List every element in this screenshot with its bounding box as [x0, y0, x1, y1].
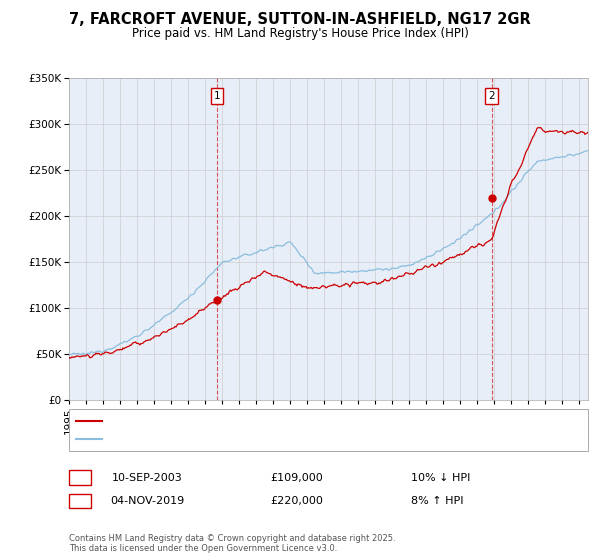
- Text: 7, FARCROFT AVENUE, SUTTON-IN-ASHFIELD, NG17 2GR (detached house): 7, FARCROFT AVENUE, SUTTON-IN-ASHFIELD, …: [106, 416, 491, 426]
- Text: 2: 2: [488, 91, 495, 101]
- Text: Price paid vs. HM Land Registry's House Price Index (HPI): Price paid vs. HM Land Registry's House …: [131, 27, 469, 40]
- Text: 10-SEP-2003: 10-SEP-2003: [112, 473, 182, 483]
- Text: £109,000: £109,000: [271, 473, 323, 483]
- Text: Contains HM Land Registry data © Crown copyright and database right 2025.
This d: Contains HM Land Registry data © Crown c…: [69, 534, 395, 553]
- Text: 8% ↑ HPI: 8% ↑ HPI: [411, 496, 463, 506]
- Text: HPI: Average price, detached house, Ashfield: HPI: Average price, detached house, Ashf…: [106, 434, 341, 444]
- Text: 7, FARCROFT AVENUE, SUTTON-IN-ASHFIELD, NG17 2GR: 7, FARCROFT AVENUE, SUTTON-IN-ASHFIELD, …: [69, 12, 531, 27]
- Text: 1: 1: [76, 473, 83, 483]
- Text: 2: 2: [76, 496, 83, 506]
- Text: 1: 1: [214, 91, 220, 101]
- Text: 10% ↓ HPI: 10% ↓ HPI: [411, 473, 470, 483]
- Text: 04-NOV-2019: 04-NOV-2019: [110, 496, 184, 506]
- Text: £220,000: £220,000: [271, 496, 323, 506]
